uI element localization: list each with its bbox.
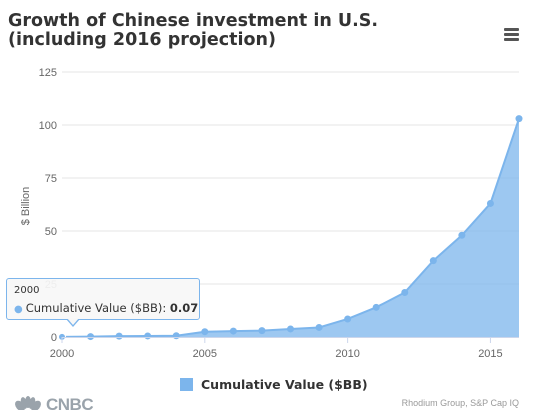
y-tick-label: 0 xyxy=(51,332,57,344)
menu-icon-bar xyxy=(504,33,519,36)
tooltip-pointer-fill xyxy=(67,318,79,325)
source-credit: Rhodium Group, S&P Cap IQ xyxy=(401,398,519,408)
tooltip: 2000 ● Cumulative Value ($BB): 0.07 xyxy=(6,278,200,320)
tooltip-row: ● Cumulative Value ($BB): 0.07 xyxy=(14,301,198,315)
series-dot-icon: ● xyxy=(14,304,23,315)
x-axis: 2000 2005 2010 2015 xyxy=(50,337,519,360)
data-point xyxy=(515,115,523,123)
tooltip-value: 0.07 xyxy=(169,301,199,315)
data-point xyxy=(144,332,152,340)
menu-icon-bar xyxy=(504,28,519,31)
data-point xyxy=(429,257,437,265)
cnbc-logo: CNBC xyxy=(14,395,94,414)
data-point xyxy=(287,325,294,333)
menu-icon-bar xyxy=(504,38,519,41)
tooltip-series-label: Cumulative Value ($BB): xyxy=(25,301,170,315)
y-tick-label: 125 xyxy=(39,67,57,79)
chart-title: Growth of Chinese investment in U.S. (in… xyxy=(8,11,379,50)
x-tick-label: 2000 xyxy=(50,348,74,360)
data-point xyxy=(172,332,180,340)
data-point xyxy=(115,332,123,340)
y-axis-title: $ Billion xyxy=(20,187,32,226)
x-tick-label: 2010 xyxy=(335,348,359,360)
data-point xyxy=(315,323,323,331)
data-point xyxy=(201,328,209,336)
data-point xyxy=(486,199,494,207)
data-point xyxy=(258,327,266,335)
legend-swatch xyxy=(180,377,193,391)
data-point xyxy=(458,231,466,239)
x-tick-label: 2015 xyxy=(478,348,502,360)
y-tick-label: 50 xyxy=(45,226,57,238)
x-tick-label: 2005 xyxy=(193,348,217,360)
legend-item-cumulative-value[interactable]: Cumulative Value ($BB) xyxy=(180,376,368,392)
chart-menu-button[interactable] xyxy=(500,24,524,44)
data-point xyxy=(229,327,237,335)
tooltip-header: 2000 xyxy=(14,285,40,296)
logo-wordmark: CNBC xyxy=(46,395,94,414)
legend-label: Cumulative Value ($BB) xyxy=(201,376,368,392)
data-point xyxy=(401,288,409,296)
data-point xyxy=(344,315,352,323)
y-tick-label: 100 xyxy=(39,120,57,132)
area-fill xyxy=(62,118,519,337)
data-point xyxy=(372,303,380,311)
peacock-icon xyxy=(15,396,41,414)
y-tick-label: 75 xyxy=(45,173,57,185)
data-point xyxy=(87,333,95,341)
